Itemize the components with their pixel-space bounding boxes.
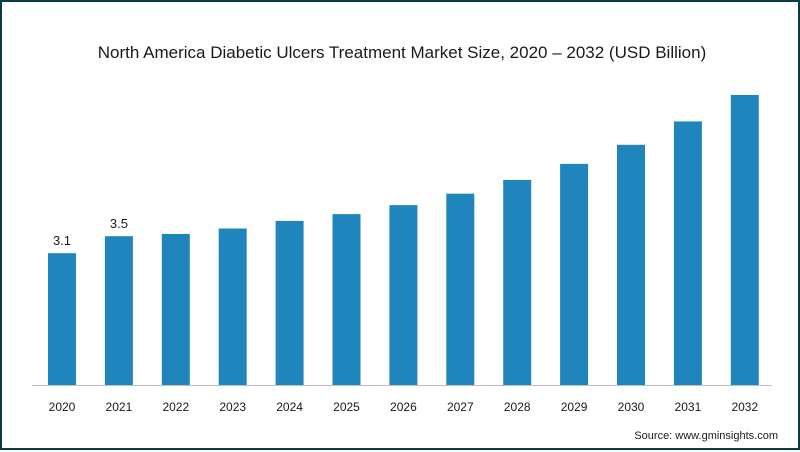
bar-2026 xyxy=(389,205,418,385)
x-tick-label-2021: 2021 xyxy=(106,400,133,414)
x-tick-label-2020: 2020 xyxy=(49,400,76,414)
x-tick-label-2024: 2024 xyxy=(276,400,303,414)
bar-2021 xyxy=(104,236,133,385)
bar-2030 xyxy=(617,144,645,385)
bar-2024 xyxy=(275,220,304,385)
bar-2029 xyxy=(560,163,589,385)
source-note: Source: www.gminsights.com xyxy=(634,430,778,442)
x-tick-label-2028: 2028 xyxy=(504,400,531,414)
bar-2020 xyxy=(48,253,76,385)
x-tick-label-2026: 2026 xyxy=(390,400,417,414)
bar-2028 xyxy=(503,180,532,385)
data-label-2020: 3.1 xyxy=(53,233,71,248)
bar-2031 xyxy=(673,121,702,386)
bar-2025 xyxy=(332,214,361,385)
x-tick-label-2027: 2027 xyxy=(447,400,474,414)
x-tick-label-2032: 2032 xyxy=(731,400,758,414)
bar-2032 xyxy=(730,95,759,385)
chart-title: North America Diabetic Ulcers Treatment … xyxy=(97,43,707,62)
x-tick-label-2030: 2030 xyxy=(618,400,645,414)
bar-2022 xyxy=(161,234,190,385)
x-tick-label-2031: 2031 xyxy=(675,400,702,414)
data-label-2021: 3.5 xyxy=(110,216,128,231)
x-tick-label-2025: 2025 xyxy=(333,400,360,414)
bar-2027 xyxy=(446,193,475,385)
x-tick-label-2022: 2022 xyxy=(162,400,189,414)
x-tick-label-2029: 2029 xyxy=(561,400,588,414)
bar-2023 xyxy=(218,228,247,385)
x-tick-label-2023: 2023 xyxy=(219,400,246,414)
